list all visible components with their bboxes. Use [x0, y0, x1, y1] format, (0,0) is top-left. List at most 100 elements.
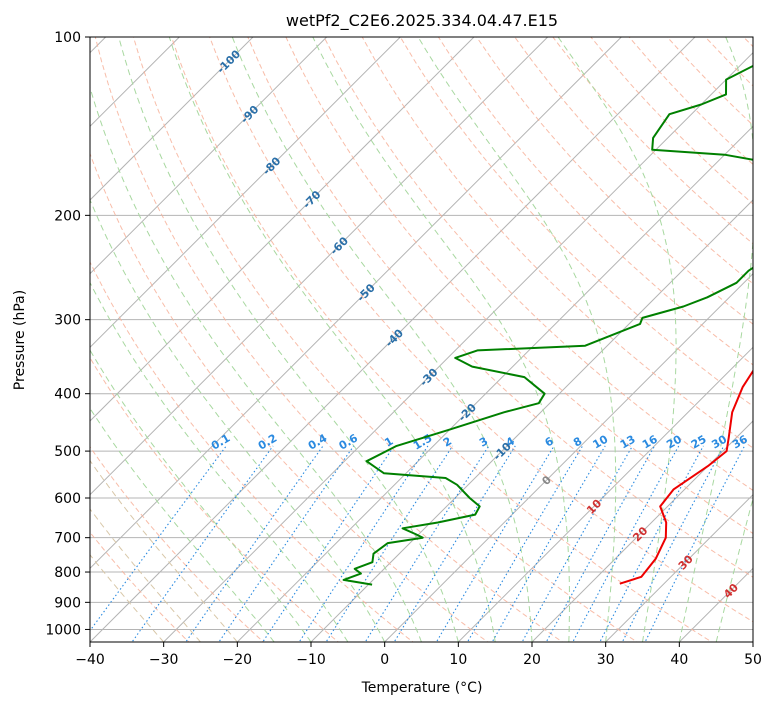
- dry-adiabat-line: [90, 152, 489, 642]
- dry-adiabat-line: [90, 356, 339, 642]
- mixing-ratio-line: [545, 445, 656, 642]
- dry-adiabat-line: [132, 37, 638, 642]
- isotherm-line: [236, 125, 753, 642]
- background-lines: [90, 37, 753, 642]
- isotherm-line: [163, 51, 753, 642]
- y-axis-ticks: 100 200 300 400 500 600 700 800 900 1000: [45, 30, 90, 638]
- y-tick-label: 500: [54, 444, 81, 460]
- isotherm-line: [310, 199, 753, 642]
- y-tick-label: 100: [54, 30, 81, 46]
- mixing-ratio-label: 25: [689, 433, 709, 452]
- y-tick-label: 600: [54, 491, 81, 507]
- moist-adiabat-line: [90, 508, 201, 642]
- moist-adiabat-line: [231, 37, 533, 642]
- dry-adiabat-line: [704, 37, 753, 87]
- moist-adiabat-line: [557, 37, 677, 642]
- mixing-ratio-line: [466, 445, 584, 642]
- mixing-ratio-line: [185, 445, 324, 642]
- x-tick-label: −40: [75, 652, 105, 668]
- mixing-ratio-label: 36: [730, 432, 750, 451]
- dry-adiabat-line: [285, 37, 753, 535]
- isotherm-line: [90, 37, 328, 275]
- moist-adiabat-label: 10: [584, 497, 604, 517]
- mixing-ratio-line: [491, 445, 606, 642]
- moist-adiabat-line: [417, 37, 617, 642]
- mixing-ratio-label: 2: [441, 435, 454, 450]
- dry-adiabat-line: [743, 37, 753, 48]
- isotherm-line: [752, 641, 753, 642]
- moist-adiabat-line: [715, 496, 753, 642]
- moist-adiabat-line: [90, 281, 349, 642]
- x-tick-label: −10: [296, 652, 326, 668]
- dry-adiabat-line: [90, 531, 190, 642]
- mixing-ratio-label: 0.4: [306, 431, 330, 452]
- profiles: [342, 64, 753, 586]
- dry-adiabat-label: -90: [238, 103, 261, 126]
- moist-adiabat-line: [678, 37, 753, 642]
- y-tick-label: 900: [54, 595, 81, 611]
- isotherm-line: [90, 37, 254, 201]
- y-tick-label: 800: [54, 565, 81, 581]
- moist-adiabat-line: [90, 85, 422, 642]
- isotherm-line: [384, 272, 753, 642]
- mixing-ratio-line: [621, 445, 725, 642]
- moist-adiabat-line: [312, 37, 570, 642]
- dry-adiabat-line: [90, 446, 265, 642]
- y-axis-label: Pressure (hPa): [12, 290, 28, 390]
- moist-adiabat-line: [90, 198, 386, 642]
- dry-adiabat-line: [399, 37, 753, 407]
- moist-adiabat-line: [168, 37, 496, 642]
- x-axis-ticks: −40 −30 −20 −10 0 10 20 30 40 50: [75, 642, 762, 668]
- mixing-ratio-line: [599, 445, 704, 642]
- y-tick-label: 200: [54, 208, 81, 224]
- dry-adiabat-label: -100: [215, 47, 244, 76]
- mixing-ratio-line: [262, 445, 395, 642]
- moist-adiabat-line: [90, 349, 312, 642]
- x-tick-label: 20: [523, 652, 541, 668]
- line-labels: 0.1 0.2 0.4 0.6 1 1.5 2 3 4 6 8 10 13 16 20 25 30 36-100-…: [209, 47, 750, 601]
- mixing-ratio-line: [364, 445, 490, 642]
- mixing-ratio-line: [572, 445, 680, 642]
- dry-adiabat-line: [514, 37, 753, 285]
- isotherm-line: [90, 37, 696, 642]
- dry-adiabat-line: [94, 37, 564, 642]
- x-tick-label: 10: [449, 652, 467, 668]
- mixing-ratio-line: [521, 445, 633, 642]
- moist-adiabat-line: [90, 407, 275, 642]
- dry-adiabat-line: [437, 37, 753, 366]
- isotherm-line: [457, 346, 753, 642]
- isotherm-line: [90, 37, 401, 349]
- x-tick-label: 50: [744, 652, 762, 668]
- x-tick-label: −30: [149, 652, 179, 668]
- mixing-ratio-line: [298, 445, 429, 642]
- x-axis-label: Temperature (°C): [361, 680, 483, 696]
- y-tick-label: 1000: [45, 622, 81, 638]
- mixing-ratio-label: 20: [664, 432, 684, 451]
- plot-area: 0.1 0.2 0.4 0.6 1 1.5 2 3 4 6 8 10 13 16 20 25 30 36-100-…: [90, 37, 753, 642]
- mixing-ratio-label: 13: [618, 433, 638, 452]
- dry-adiabat-line: [209, 37, 753, 623]
- x-tick-label: 0: [380, 652, 389, 668]
- dry-adiabat-line: [361, 37, 753, 449]
- dry-adiabat-line: [590, 37, 753, 205]
- isotherm-line: [90, 37, 549, 496]
- y-tick-label: 300: [54, 313, 81, 329]
- moist-adiabat-line: [118, 37, 459, 642]
- mixing-ratio-line: [393, 445, 516, 642]
- mixing-ratio-line: [131, 445, 274, 642]
- mixing-ratio-line: [325, 445, 454, 642]
- mixing-ratio-label: 16: [640, 432, 660, 451]
- dry-adiabat-label: 0: [539, 473, 554, 488]
- dry-adiabat-label: -80: [260, 154, 283, 177]
- isotherm-line: [531, 420, 753, 642]
- mixing-ratio-label: 10: [591, 432, 611, 451]
- moist-adiabat-line: [90, 459, 238, 642]
- temperature-profile: [619, 369, 753, 585]
- dry-adiabat-line: [552, 37, 753, 245]
- y-tick-label: 400: [54, 387, 81, 403]
- chart-title: wetPf2_C2E6.2025.334.04.47.E15: [286, 11, 558, 31]
- dry-adiabat-line: [323, 37, 753, 491]
- x-tick-label: 30: [597, 652, 615, 668]
- isotherm-line: [605, 493, 753, 642]
- isotherm-line: [678, 567, 753, 642]
